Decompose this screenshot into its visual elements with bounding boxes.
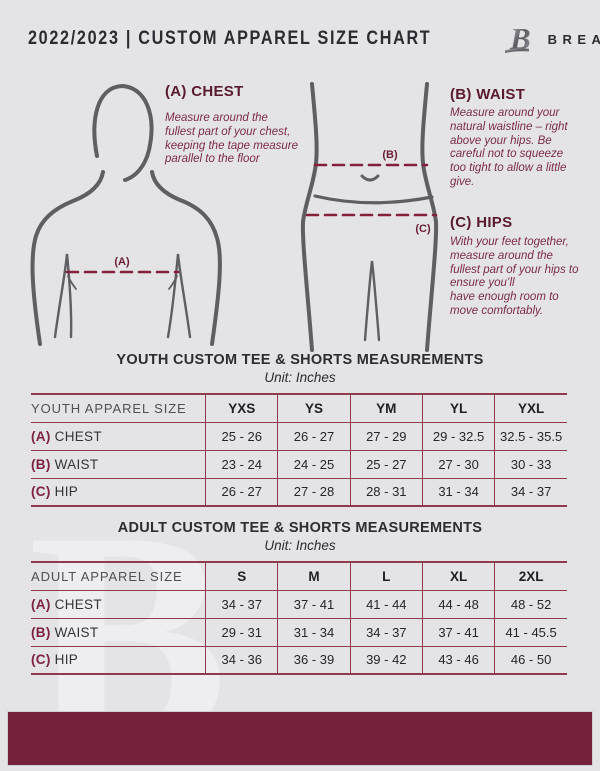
size-column-header: XL bbox=[421, 562, 495, 590]
waist-marker-label: (B) bbox=[382, 149, 398, 161]
measurement-cell: 25 - 26 bbox=[205, 421, 278, 450]
row-key: (A) bbox=[31, 596, 51, 612]
row-key: (A) bbox=[31, 428, 51, 444]
table-header-row: YOUTH APPAREL SIZE YXS YS YM YL YXL bbox=[31, 394, 567, 422]
chest-marker-label: (A) bbox=[114, 256, 130, 268]
measurement-cell: 27 - 28 bbox=[277, 477, 351, 506]
youth-section-title: YOUTH CUSTOM TEE & SHORTS MEASUREMENTS bbox=[116, 352, 484, 368]
measurement-cell: 48 - 52 bbox=[494, 589, 567, 618]
size-column-header: M bbox=[277, 562, 351, 590]
row-key: (C) bbox=[31, 484, 51, 500]
header: 2022/2023 | CUSTOM APPAREL SIZE CHART B … bbox=[28, 18, 600, 60]
row-label-text: CHEST bbox=[54, 428, 102, 444]
upper-body-figure-icon: (A) bbox=[30, 83, 222, 346]
size-label-header: YOUTH APPAREL SIZE bbox=[31, 400, 187, 416]
hips-heading: (C) HIPS bbox=[450, 214, 513, 231]
size-column-header: 2XL bbox=[494, 562, 567, 590]
measurement-cell: 29 - 32.5 bbox=[421, 421, 495, 450]
size-column-header: L bbox=[349, 562, 423, 590]
row-label-text: HIP bbox=[54, 484, 79, 500]
row-label-text: WAIST bbox=[54, 624, 99, 640]
table-row: (A) CHEST 34 - 37 37 - 41 41 - 44 44 - 48… bbox=[31, 589, 567, 618]
measurement-cell: 44 - 48 bbox=[421, 589, 495, 618]
table-header-row: ADULT APPAREL SIZE S M L XL 2XL bbox=[31, 562, 567, 590]
footer-bar bbox=[8, 712, 592, 765]
measurement-row-label: (A) CHEST bbox=[31, 589, 206, 618]
row-key: (C) bbox=[31, 652, 51, 668]
youth-unit-label: Unit: Inches bbox=[264, 370, 336, 385]
table-row: (C) HIP 34 - 36 36 - 39 39 - 42 43 - 46 4… bbox=[31, 645, 567, 674]
measurement-cell: 34 - 36 bbox=[205, 645, 278, 674]
row-label-text: WAIST bbox=[54, 456, 99, 472]
adult-unit-label: Unit: Inches bbox=[264, 538, 336, 553]
measurement-cell: 27 - 29 bbox=[349, 421, 423, 450]
size-column-header: YXL bbox=[494, 394, 567, 422]
measurement-cell: 24 - 25 bbox=[277, 449, 351, 478]
measurement-cell: 34 - 37 bbox=[494, 477, 567, 506]
measurement-cell: 46 - 50 bbox=[494, 645, 567, 674]
breakaway-logo-icon: B bbox=[504, 22, 531, 56]
measurement-cell: 37 - 41 bbox=[421, 617, 495, 646]
measurement-cell: 39 - 42 bbox=[349, 645, 423, 674]
row-label-text: HIP bbox=[54, 652, 79, 668]
measurement-cell: 36 - 39 bbox=[277, 645, 351, 674]
measurement-row-label: (C) HIP bbox=[31, 645, 206, 674]
chest-heading: (A) CHEST bbox=[165, 83, 244, 100]
measurement-cell: 31 - 34 bbox=[277, 617, 351, 646]
measurement-cell: 37 - 41 bbox=[277, 589, 351, 618]
measurement-cell: 23 - 24 bbox=[205, 449, 278, 478]
hips-description: With your feet together, measure around … bbox=[450, 236, 579, 317]
measurement-cell: 27 - 30 bbox=[421, 449, 495, 478]
waist-heading: (B) WAIST bbox=[450, 86, 526, 103]
measurement-cell: 30 - 33 bbox=[494, 449, 567, 478]
measurement-cell: 28 - 31 bbox=[349, 477, 423, 506]
measurement-row-label: (C) HIP bbox=[31, 477, 206, 506]
svg-text:B: B bbox=[509, 22, 531, 56]
lower-body-figure-icon: (B) (C) bbox=[300, 82, 439, 352]
table-row: (A) CHEST 25 - 26 26 - 27 27 - 29 29 - 32… bbox=[31, 421, 567, 450]
size-column-header: YS bbox=[277, 394, 351, 422]
adult-size-table: ADULT APPAREL SIZE S M L XL 2XL (A) CHEST… bbox=[31, 561, 567, 675]
measurement-cell: 41 - 44 bbox=[349, 589, 423, 618]
adult-section-title: ADULT CUSTOM TEE & SHORTS MEASUREMENTS bbox=[117, 520, 483, 536]
measurement-row-label: (B) WAIST bbox=[31, 449, 206, 478]
size-column-header: YXS bbox=[205, 394, 278, 422]
measurement-cell: 26 - 27 bbox=[277, 421, 351, 450]
row-key: (B) bbox=[31, 456, 51, 472]
waist-description: Measure around your natural waistline – … bbox=[450, 107, 568, 188]
size-label-header: ADULT APPAREL SIZE bbox=[31, 568, 183, 584]
measurement-cell: 34 - 37 bbox=[349, 617, 423, 646]
measurement-cell: 41 - 45.5 bbox=[494, 617, 567, 646]
table-row: (C) HIP 26 - 27 27 - 28 28 - 31 31 - 34 3… bbox=[31, 477, 567, 506]
table-row: (B) WAIST 29 - 31 31 - 34 34 - 37 37 - 41… bbox=[31, 617, 567, 646]
measurement-row-label: (B) WAIST bbox=[31, 617, 206, 646]
measurement-cell: 43 - 46 bbox=[421, 645, 495, 674]
measurement-cell: 29 - 31 bbox=[205, 617, 278, 646]
size-column-header: S bbox=[205, 562, 278, 590]
measurement-cell: 31 - 34 bbox=[421, 477, 495, 506]
size-column-header: YL bbox=[421, 394, 495, 422]
measurement-cell: 34 - 37 bbox=[205, 589, 278, 618]
table-row: (B) WAIST 23 - 24 24 - 25 25 - 27 27 - 30… bbox=[31, 449, 567, 478]
row-label-text: CHEST bbox=[54, 596, 102, 612]
row-key: (B) bbox=[31, 624, 51, 640]
page-title: 2022/2023 | CUSTOM APPAREL SIZE CHART bbox=[28, 28, 432, 49]
measurement-cell: 26 - 27 bbox=[205, 477, 278, 506]
measurement-row-label: (A) CHEST bbox=[31, 421, 206, 450]
hips-marker-label: (C) bbox=[415, 223, 431, 235]
brand-logo: B BREAKAWAY bbox=[503, 22, 600, 56]
measurement-cell: 32.5 - 35.5 bbox=[494, 421, 567, 450]
brand-name: BREAKAWAY bbox=[547, 31, 600, 47]
youth-size-table: YOUTH APPAREL SIZE YXS YS YM YL YXL (A) C… bbox=[31, 393, 567, 507]
size-column-header: YM bbox=[349, 394, 423, 422]
chest-description: Measure around the fullest part of your … bbox=[165, 112, 298, 166]
measurement-cell: 25 - 27 bbox=[349, 449, 423, 478]
